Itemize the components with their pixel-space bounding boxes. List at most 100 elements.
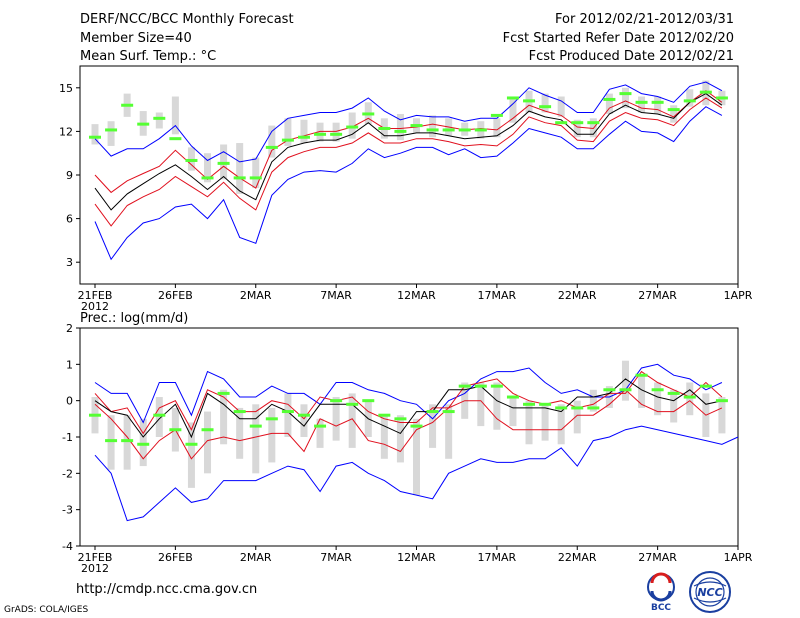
temperature-member-marker [651,100,664,104]
precipitation-member-marker [362,399,375,403]
precipitation-member-marker [410,424,423,428]
source-url[interactable]: http://cmdp.ncc.cma.gov.cn [76,582,258,597]
temperature-year-label: 2012 [81,300,109,313]
temperature-member-marker [619,92,632,96]
temperature-member-marker [105,128,118,132]
precipitation-xtick-label: 27MAR [638,551,677,564]
temperature-spread-box [268,125,276,158]
precipitation-member-marker [635,373,648,377]
precipitation-member-marker [523,402,536,406]
precipitation-spread-box [638,375,646,408]
precipitation-member-marker [330,399,343,403]
precipitation-spread-box [396,415,404,463]
temperature-member-marker [330,132,343,136]
precipitation-member-marker [394,417,407,421]
chart-title: DERF/NCC/BCC Monthly Forecast [80,12,294,27]
temperature-xtick-label: 26FEB [158,289,193,302]
temperature-spread-box [155,112,163,129]
precipitation-spread-box [204,411,212,474]
precipitation-member-marker [265,417,278,421]
precipitation-ytick-label: 2 [66,322,73,335]
precipitation-spread-box [686,382,694,416]
precipitation-spread-box [332,397,340,441]
temperature-member-marker [587,121,600,125]
precipitation-member-marker [153,413,166,417]
precipitation-member-marker [297,413,310,417]
temperature-spread-box [686,89,694,107]
precipitation-spread-box [123,415,131,470]
precipitation-spread-box [573,400,581,434]
temperature-member-marker [233,176,246,180]
temperature-ytick-label: 3 [66,256,73,269]
temperature-spread-box [605,93,613,114]
temperature-member-marker [169,137,182,141]
temperature-spread-box [284,118,292,146]
temperature-member-marker [201,176,214,180]
precipitation-spread-box [477,382,485,427]
temperature-spread-box [621,87,629,109]
temperature-spread-box [171,96,179,135]
precipitation-ensemble-mean-line [94,378,723,439]
bcc-logo: BCC [647,572,675,612]
temperature-spread-box [91,124,99,145]
temperature-member-marker [121,103,134,107]
temperature-spread-box [204,153,212,183]
temperature-envelope-min-line [94,106,723,261]
temperature-xtick-label: 2MAR [240,289,272,302]
temperature-spread-box [509,99,517,123]
precipitation-xtick-label: 12MAR [397,551,436,564]
temperature-spread-box [316,122,324,142]
precipitation-member-marker [137,442,150,446]
temperature-spread-box [107,121,115,146]
precipitation-member-marker [474,384,487,388]
precipitation-member-marker [603,388,616,392]
temperature-member-marker [474,128,487,132]
temperature-spread-box [332,122,340,142]
temperature-spread-box [396,113,404,141]
precipitation-spread-box [557,404,565,445]
temperature-xtick-label: 12MAR [397,289,436,302]
ncc-logo: NCC [689,571,731,613]
precipitation-member-marker [217,391,230,395]
temperature-ytick-label: 6 [66,213,73,226]
temperature-ytick-label: 12 [59,125,73,138]
temperature-xtick-label: 21FEB [78,289,113,302]
temperature-member-marker [89,135,101,139]
precipitation-spread-box [654,382,662,416]
precipitation-member-marker [314,424,327,428]
variable-label: Mean Surf. Temp.: °C [80,49,217,64]
precipitation-spread-box [284,393,292,437]
temperature-member-marker [539,105,552,109]
precipitation-ytick-label: -1 [62,431,73,444]
member-size: Member Size=40 [80,31,192,46]
temperature-ytick-label: 9 [66,169,73,182]
refer-date: Fcst Started Refer Date 2012/02/20 [502,31,734,46]
precipitation-spread-box [187,422,195,488]
precipitation-spread-box [268,407,276,463]
temperature-member-marker [362,112,375,116]
precipitation-spread-box [445,404,453,459]
temperature-spread-box [493,118,501,138]
temperature-member-marker [699,90,712,94]
temperature-ensemble-mean-line [94,93,723,211]
precipitation-spread-box [670,389,678,423]
precipitation-spread-box [429,404,437,448]
precipitation-xtick-label: 17MAR [478,551,517,564]
temperature-member-marker [137,122,150,126]
precipitation-member-marker [201,428,214,432]
temperature-xtick-label: 17MAR [478,289,517,302]
temperature-xtick-label: 1APR [724,289,753,302]
temperature-member-marker [378,126,391,130]
precipitation-spread-box [316,418,324,448]
precipitation-member-marker [185,442,198,446]
temperature-member-marker [314,132,327,136]
precipitation-member-marker [587,406,600,410]
temperature-xtick-label: 22MAR [558,289,597,302]
temperature-member-marker [715,96,728,100]
precipitation-member-marker [715,399,728,403]
precipitation-spread-box [348,393,356,448]
temperature-member-marker [442,128,455,132]
precipitation-ytick-label: -3 [62,504,73,517]
temperature-spread-box [654,96,662,114]
temperature-spread-box [429,115,437,138]
